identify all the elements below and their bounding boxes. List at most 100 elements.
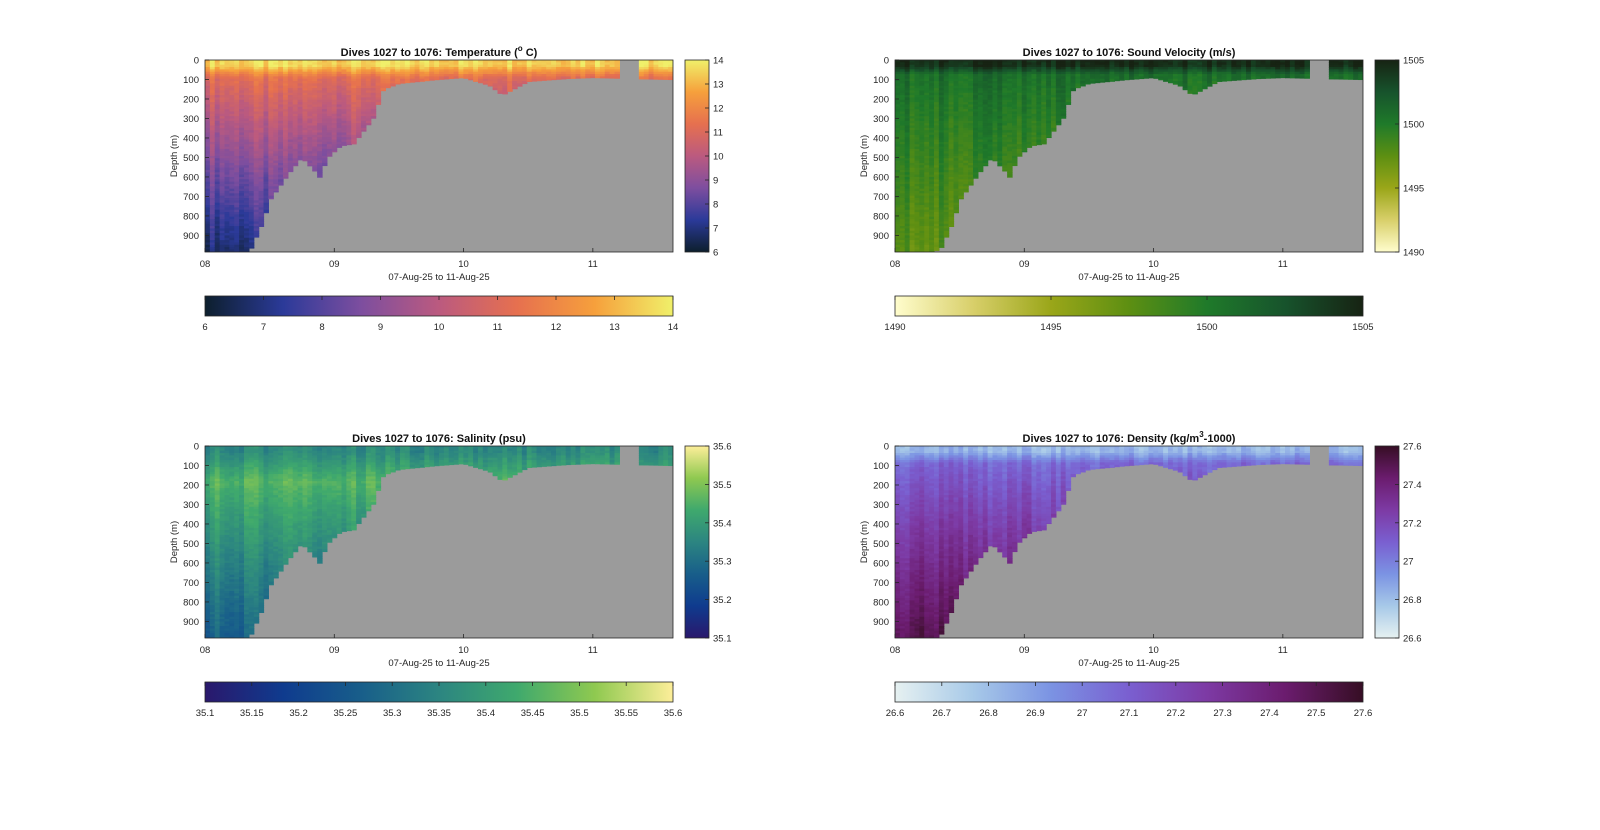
temperature-cell	[370, 60, 377, 63]
sound-velocity-cell	[948, 151, 955, 155]
sound-velocity-cell	[895, 186, 901, 190]
sound-velocity-cell	[909, 92, 916, 96]
sound-velocity-cell	[948, 209, 955, 213]
temperature-cell	[248, 118, 255, 122]
temperature-cell	[473, 60, 479, 63]
sound-velocity-cell	[1031, 137, 1037, 141]
temperature-cell	[253, 200, 260, 204]
sound-velocity-cell	[909, 193, 916, 197]
sound-velocity-cell	[987, 71, 994, 75]
temperature-cell	[551, 69, 557, 73]
temperature-cell	[365, 104, 372, 108]
temperature-cell	[365, 74, 372, 77]
sound-velocity-cell	[968, 106, 974, 110]
temperature-cell	[375, 74, 382, 77]
sound-velocity-cell	[1124, 78, 1130, 81]
sound-velocity-cell	[914, 160, 920, 164]
sound-velocity-cell	[938, 155, 945, 159]
temperature-cell	[536, 69, 542, 73]
sound-velocity-cell	[904, 88, 911, 92]
temperature-cell	[244, 212, 250, 215]
temperature-cell	[258, 151, 265, 155]
sound-velocity-cell	[943, 99, 950, 103]
temperature-cell	[341, 64, 347, 68]
sound-velocity-cell	[943, 155, 950, 159]
temperature-cell	[224, 132, 230, 136]
sound-velocity-cell	[948, 132, 955, 136]
sound-velocity-cell	[968, 125, 974, 129]
sound-velocity-cell	[1002, 113, 1008, 117]
temperature-cell	[263, 198, 269, 201]
sound-velocity-cell	[1119, 71, 1125, 75]
sound-velocity-cell	[1007, 132, 1013, 136]
temperature-cell	[253, 130, 260, 134]
temperature-cell	[209, 244, 216, 248]
sound-velocity-cell	[1051, 71, 1057, 75]
sound-velocity-cell	[929, 193, 935, 197]
temperature-cell	[239, 102, 245, 106]
sound-velocity-cell	[948, 167, 955, 171]
temperature-cell	[356, 88, 362, 92]
temperature-cell	[209, 235, 216, 239]
sound-velocity-cell	[914, 202, 920, 206]
sound-velocity-cell	[963, 125, 969, 129]
sound-velocity-cell	[977, 132, 984, 136]
sound-velocity-cell	[958, 181, 964, 185]
temperature-cell	[263, 165, 269, 169]
temperature-cell	[487, 74, 494, 77]
temperature-cell	[297, 144, 304, 148]
sound-velocity-cell	[1007, 106, 1013, 110]
sound-velocity-cell	[958, 144, 964, 148]
sound-velocity-cell	[1133, 69, 1140, 73]
sound-velocity-cell	[1187, 74, 1193, 77]
temperature-cell	[326, 67, 333, 70]
temperature-cell	[253, 181, 260, 185]
temperature-cell	[268, 130, 274, 134]
temperature-cell	[302, 90, 308, 94]
temperature-cell	[234, 118, 240, 122]
temperature-cell	[312, 146, 318, 150]
temperature-heatmap	[205, 60, 673, 252]
temperature-cell	[224, 146, 230, 150]
temperature-cell	[239, 83, 245, 87]
sound-velocity-cell	[1031, 104, 1037, 108]
temperature-cell	[258, 176, 265, 180]
sound-velocity-cell	[895, 111, 901, 115]
temperature-cell	[648, 69, 655, 73]
temperature-cell	[244, 125, 250, 129]
temperature-cell	[341, 78, 347, 82]
sound-velocity-cell	[1090, 67, 1096, 70]
temperature-bottom-colorbar-label: 8	[319, 322, 324, 333]
temperature-cell	[638, 62, 645, 66]
temperature-cell	[248, 193, 255, 197]
temperature-cell	[268, 102, 274, 106]
sound-velocity-cell	[958, 167, 964, 171]
temperature-cell	[287, 99, 294, 103]
temperature-cell	[351, 99, 357, 103]
sound-velocity-cell	[1051, 130, 1057, 132]
temperature-cell	[248, 212, 255, 215]
temperature-cell	[365, 118, 372, 122]
temperature-cell	[326, 97, 333, 101]
temperature-cell	[302, 76, 308, 80]
temperature-cell	[302, 132, 308, 136]
sound-velocity-cell	[929, 139, 935, 143]
temperature-cell	[234, 139, 240, 143]
temperature-cell	[258, 209, 265, 213]
temperature-cell	[253, 139, 260, 143]
sound-velocity-cell	[929, 226, 935, 230]
temperature-cell	[229, 237, 235, 241]
sound-velocity-cell	[924, 116, 930, 120]
temperature-cell	[205, 130, 211, 134]
temperature-cell	[263, 169, 269, 173]
temperature-cell	[385, 62, 391, 66]
sound-velocity-cell	[987, 118, 994, 122]
sound-velocity-cell	[1114, 76, 1120, 80]
temperature-cell	[317, 76, 323, 80]
sound-velocity-cell	[977, 162, 984, 166]
temperature-cell	[292, 71, 299, 75]
sound-velocity-cell	[1051, 81, 1057, 84]
sound-velocity-cell	[1012, 74, 1018, 77]
temperature-cell	[268, 60, 274, 63]
sound-velocity-cell	[924, 188, 930, 192]
